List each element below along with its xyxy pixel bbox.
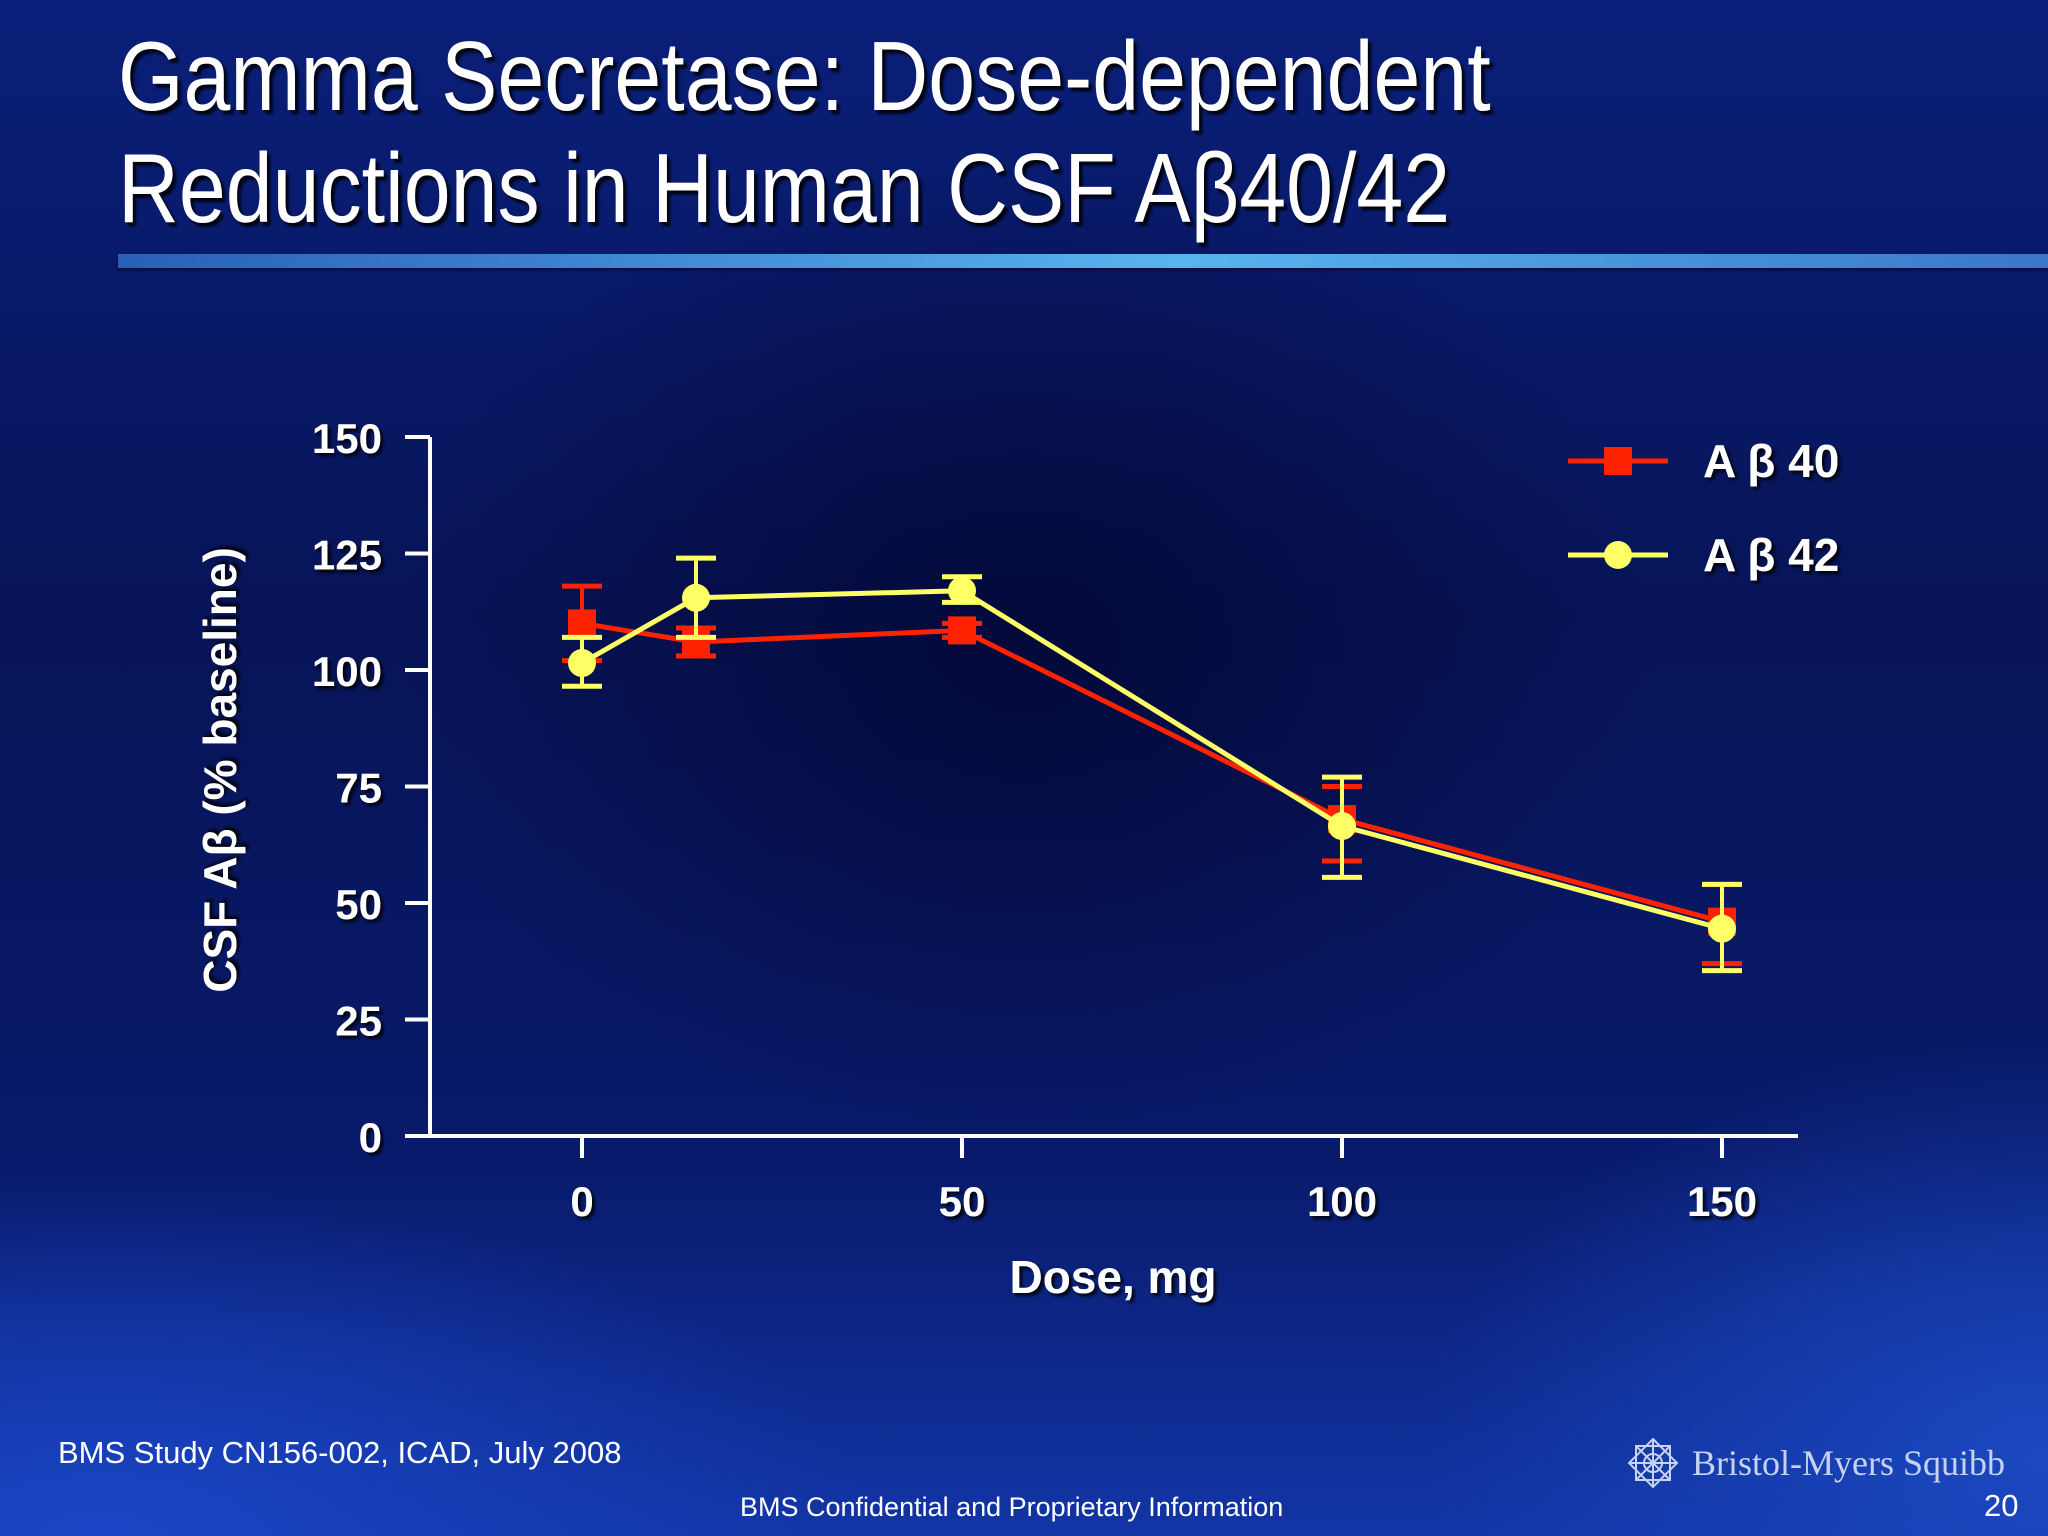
slide-title: Gamma Secretase: Dose-dependent Reductio… bbox=[118, 20, 1666, 244]
confidentiality-notice: BMS Confidential and Proprietary Informa… bbox=[740, 1492, 1284, 1522]
y-tick-label: 0 bbox=[359, 1114, 382, 1161]
x-tick-label: 0 bbox=[570, 1178, 593, 1225]
x-tick-label: 50 bbox=[939, 1178, 986, 1225]
x-tick-label: 100 bbox=[1307, 1178, 1377, 1225]
y-tick-label: 100 bbox=[312, 648, 382, 695]
series-line bbox=[581, 620, 1723, 925]
x-tick-label: 150 bbox=[1687, 1178, 1757, 1225]
data-point bbox=[1708, 914, 1736, 943]
title-line-1: Gamma Secretase: Dose-dependent bbox=[118, 21, 1491, 131]
legend-marker bbox=[1604, 541, 1632, 569]
data-point bbox=[568, 649, 596, 678]
legend-label: A β 42 bbox=[1703, 529, 1839, 581]
legend-marker bbox=[1604, 447, 1632, 475]
y-tick-label: 150 bbox=[312, 415, 382, 462]
y-tick-label: 75 bbox=[335, 765, 382, 812]
data-point bbox=[1328, 812, 1356, 841]
legend-item-ab42: A β 42 bbox=[1568, 529, 1839, 581]
logo-text: Bristol-Myers Squibb bbox=[1692, 1443, 2006, 1483]
legend-label: A β 40 bbox=[1703, 435, 1839, 487]
starburst-logo-icon bbox=[1627, 1437, 1679, 1489]
data-point bbox=[948, 616, 976, 645]
data-point bbox=[568, 609, 596, 638]
title-divider bbox=[118, 254, 2048, 268]
data-point bbox=[948, 576, 976, 605]
source-citation: BMS Study CN156-002, ICAD, July 2008 bbox=[58, 1435, 622, 1470]
legend: A β 40 A β 42 bbox=[1568, 435, 1839, 581]
y-tick-label: 50 bbox=[335, 881, 382, 928]
y-tick-label: 125 bbox=[312, 532, 382, 579]
series-layer bbox=[562, 555, 1742, 974]
title-line-2: Reductions in Human CSF Aβ40/42 bbox=[118, 133, 1451, 243]
series-ab40 bbox=[562, 583, 1742, 967]
axes: 0 25 50 75 100 125 150 0 50 100 150 bbox=[312, 415, 1798, 1225]
y-tick-label: 25 bbox=[335, 998, 382, 1045]
y-axis-label: CSF Aβ (% baseline) bbox=[194, 547, 246, 993]
legend-item-ab40: A β 40 bbox=[1568, 435, 1839, 487]
series-ab42 bbox=[562, 555, 1742, 974]
company-logo: Bristol-Myers Squibb bbox=[1626, 1436, 2005, 1490]
data-point bbox=[682, 583, 710, 612]
x-axis-label: Dose, mg bbox=[1009, 1251, 1216, 1303]
page-number: 20 bbox=[1984, 1488, 2019, 1523]
